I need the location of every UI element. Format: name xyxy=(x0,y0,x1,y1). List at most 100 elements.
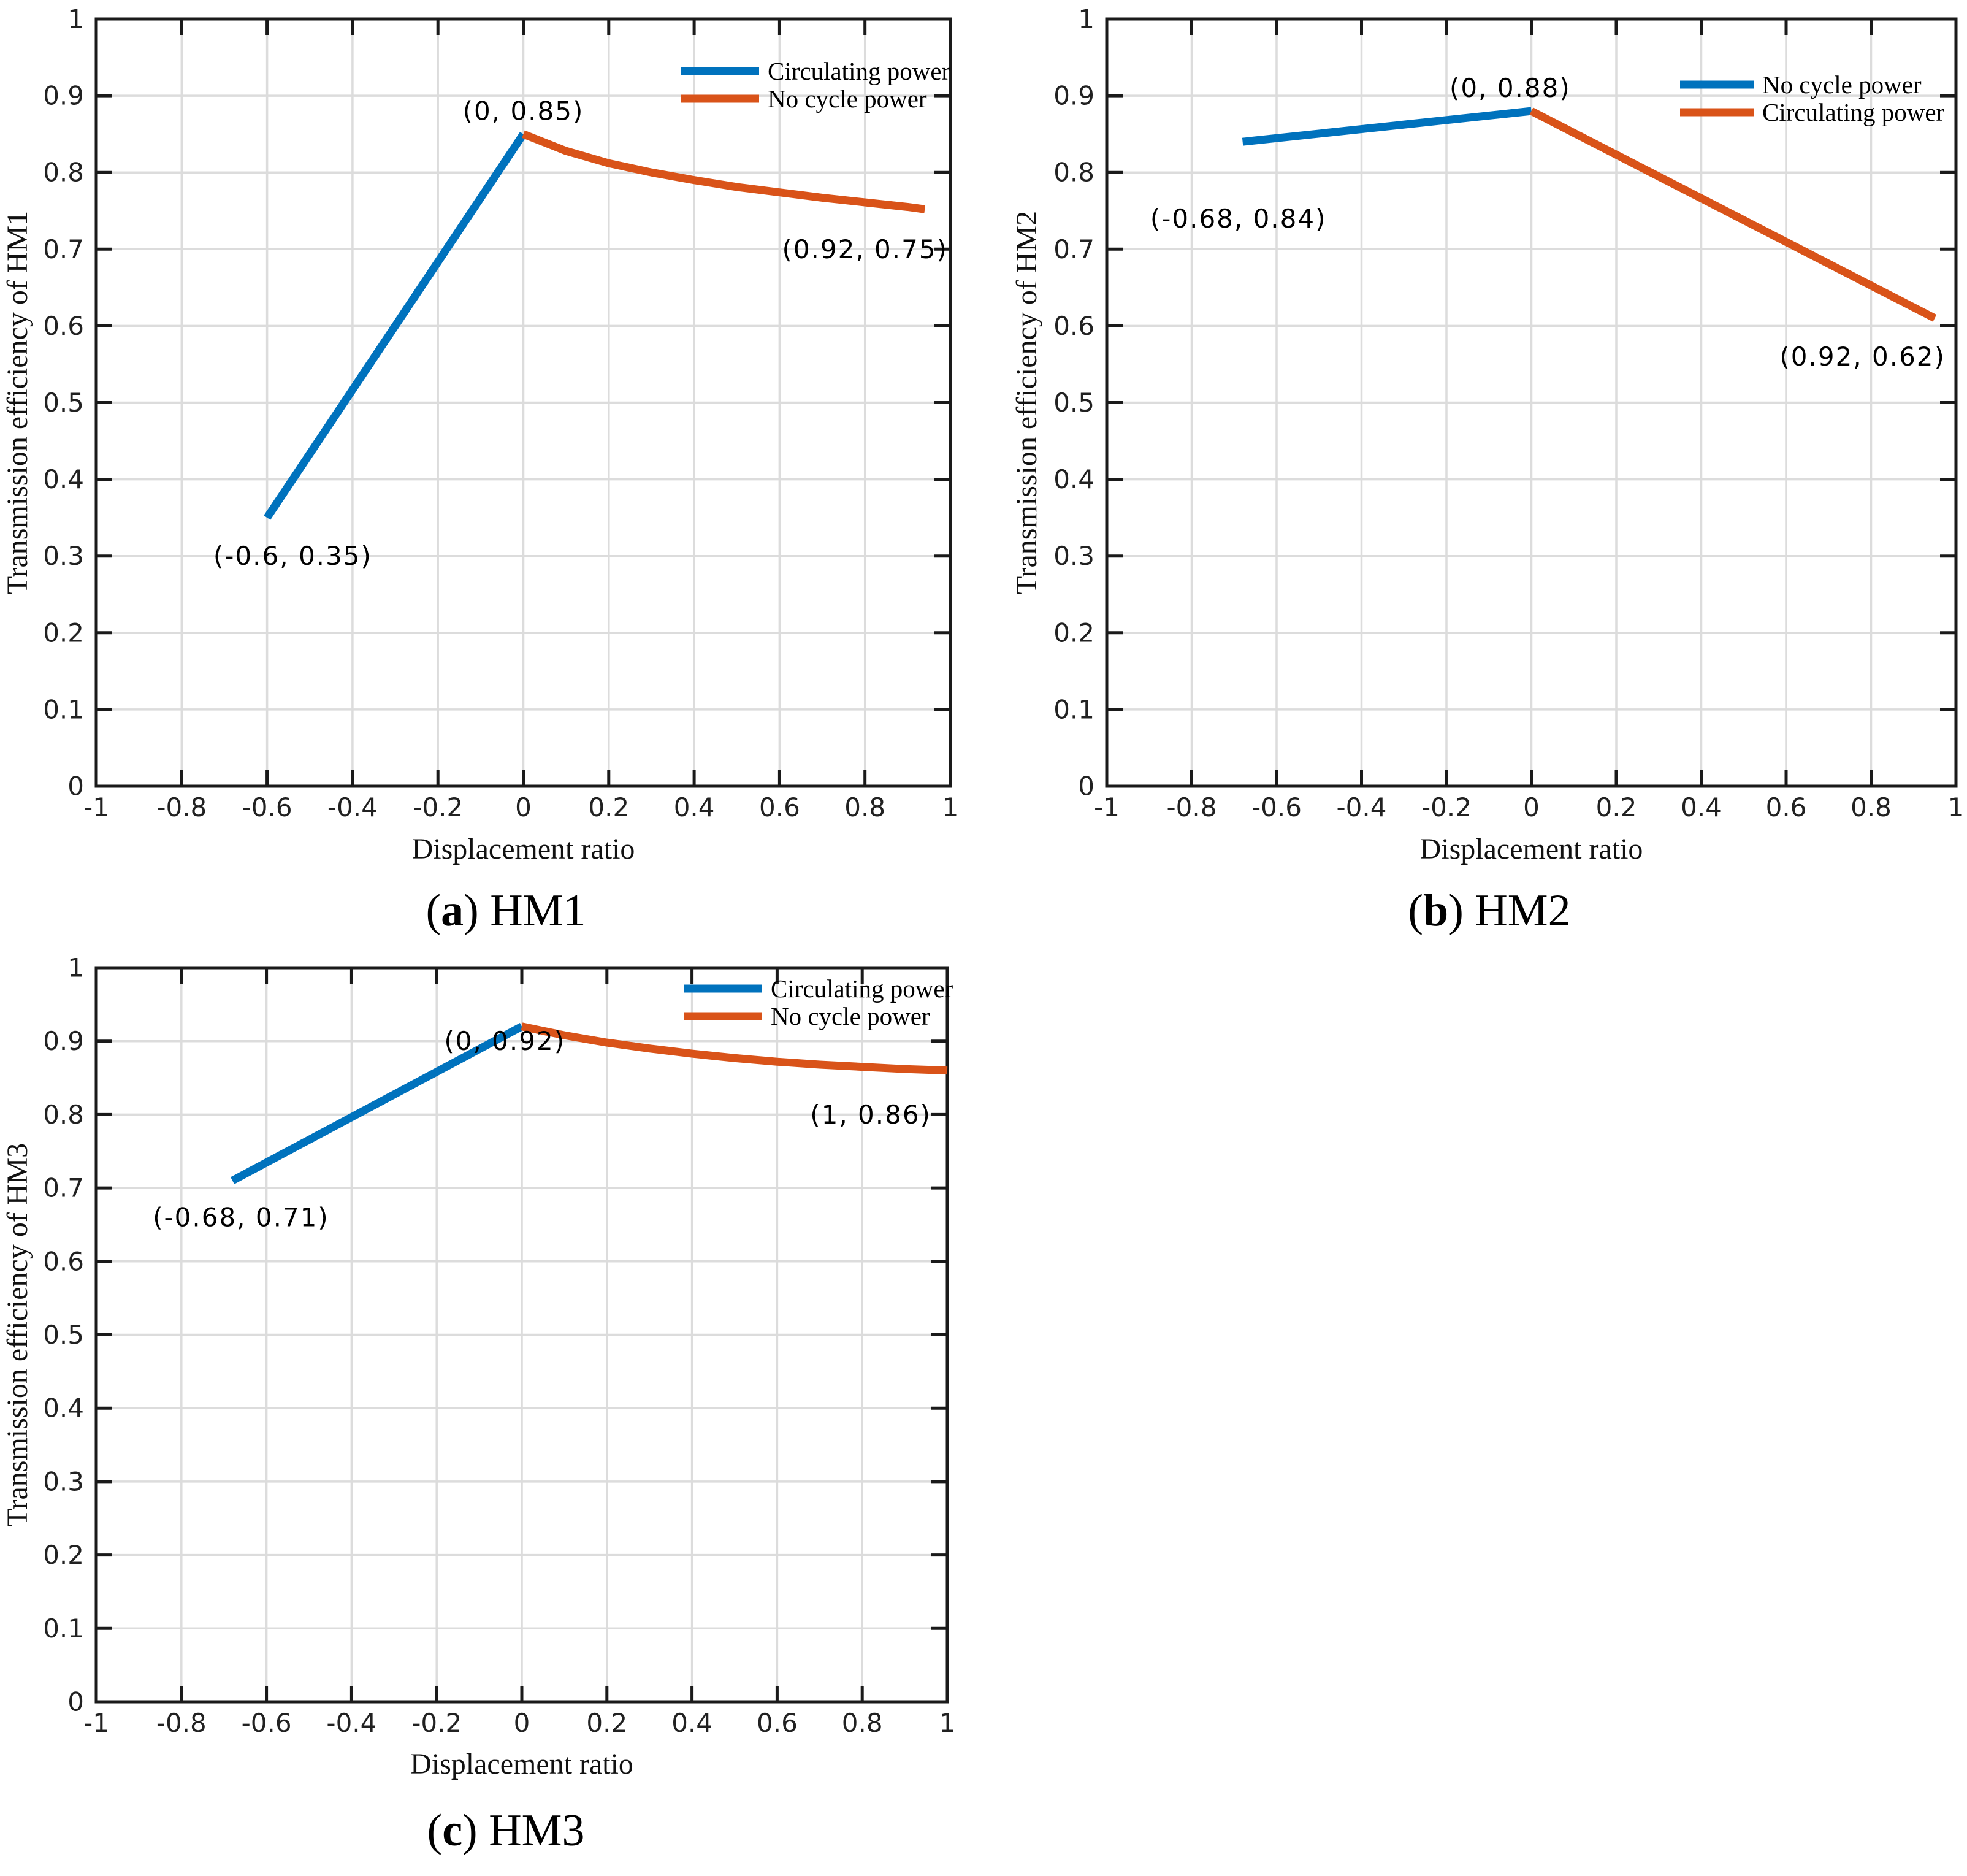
y-tick-label: 1 xyxy=(67,4,84,34)
y-tick-label: 0.3 xyxy=(43,1466,84,1496)
point-annotation: (0.92, 0.62) xyxy=(1779,342,1946,372)
y-tick-label: 0.5 xyxy=(1053,388,1094,418)
legend-label: Circulating power xyxy=(768,57,950,85)
y-tick-label: 1 xyxy=(67,953,84,983)
x-tick-label: -0.2 xyxy=(1421,792,1472,822)
x-tick-label: -1 xyxy=(83,792,109,822)
x-tick-label: 0.6 xyxy=(1766,792,1807,822)
caption-hm1: a HM1 xyxy=(0,886,1012,936)
chart-hm2: -1 -0.8 -0.6 -0.4 -0.2 0 0.2 0.4 0.6 0.8 1 0 0.1 0.2 0… xyxy=(1010,4,1965,866)
x-tick-label: -0.6 xyxy=(242,792,292,822)
x-tick-label: -0.8 xyxy=(1167,792,1217,822)
x-axis-label: Displacement ratio xyxy=(1420,833,1643,865)
point-annotation: (-0.68, 0.71) xyxy=(153,1202,329,1232)
x-tick-label: 0.8 xyxy=(842,1708,883,1738)
x-tick-label: 0.4 xyxy=(674,792,715,822)
series-line-circulating-power xyxy=(264,132,527,520)
x-axis-label: Displacement ratio xyxy=(412,833,635,865)
y-tick-label: 0.3 xyxy=(1053,541,1094,571)
point-annotation: (0, 0.85) xyxy=(463,96,584,126)
point-annotation: (0, 0.88) xyxy=(1449,73,1571,103)
y-tick-label: 0.2 xyxy=(43,618,84,648)
legend-label: Circulating power xyxy=(1762,98,1945,126)
y-tick-label: 0.8 xyxy=(43,1100,84,1130)
y-axis-label: Transmission efficiency of HM3 xyxy=(1,1143,34,1526)
point-annotation: (-0.6, 0.35) xyxy=(213,541,372,571)
legend-label: No cycle power xyxy=(771,1002,930,1030)
y-tick-label: 0.1 xyxy=(1053,694,1094,724)
x-tick-label: 0 xyxy=(514,1708,530,1738)
y-axis-label: Transmission efficiency of HM2 xyxy=(1010,211,1043,594)
x-tick-label: -0.6 xyxy=(242,1708,292,1738)
y-tick-label: 0.9 xyxy=(1053,81,1094,111)
y-tick-label: 0.9 xyxy=(43,1026,84,1056)
y-tick-label: 0.1 xyxy=(43,694,84,724)
series-line-no-cycle-power xyxy=(522,130,926,213)
y-tick-label: 0.6 xyxy=(1053,311,1094,341)
y-tick-label: 0.9 xyxy=(43,81,84,111)
y-tick-label: 0.4 xyxy=(1053,464,1094,494)
y-tick-label: 0 xyxy=(67,1687,84,1717)
chart-hm1: -1 -0.8 -0.6 -0.4 -0.2 0 0.2 0.4 0.6 0.8 1 0 0.1 0.2 0… xyxy=(1,4,959,866)
x-tick-label: 0.8 xyxy=(1851,792,1892,822)
caption-hm3: c HM3 xyxy=(0,1805,1012,1856)
x-tick-label: -1 xyxy=(83,1708,109,1738)
caption-label: HM2 xyxy=(1475,886,1571,936)
x-tick-label: 1 xyxy=(1948,792,1965,822)
x-tick-label: 1 xyxy=(942,792,959,822)
y-tick-label: 0.4 xyxy=(43,1393,84,1423)
caption-label: HM1 xyxy=(490,886,586,936)
y-tick-label: 0.4 xyxy=(43,464,84,494)
y-tick-label: 0.7 xyxy=(1053,234,1094,264)
y-tick-label: 0.3 xyxy=(43,541,84,571)
series-line-no-cycle-power xyxy=(1242,107,1532,146)
x-tick-label: 0.2 xyxy=(1596,792,1637,822)
caption-label: HM3 xyxy=(489,1805,585,1856)
x-tick-label: -0.2 xyxy=(413,792,463,822)
series-line-no-cycle-power xyxy=(521,1022,948,1075)
point-annotation: (1, 0.86) xyxy=(810,1100,931,1130)
legend-label: Circulating power xyxy=(771,974,953,1003)
caption-letter: b xyxy=(1408,886,1475,936)
chart-hm3: -1 -0.8 -0.6 -0.4 -0.2 0 0.2 0.4 0.6 0.8 1 0 0.1 0.2 0… xyxy=(1,953,956,1781)
x-tick-label: -0.8 xyxy=(156,792,207,822)
y-tick-label: 0.2 xyxy=(1053,618,1094,648)
y-tick-label: 0 xyxy=(1078,771,1094,802)
caption-letter-text: c xyxy=(442,1805,463,1856)
y-tick-label: 0.7 xyxy=(43,1173,84,1203)
x-tick-label: 0.2 xyxy=(586,1708,627,1738)
y-tick-label: 0.7 xyxy=(43,234,84,264)
y-tick-label: 1 xyxy=(1078,4,1094,34)
x-tick-label: -0.4 xyxy=(327,792,378,822)
y-tick-label: 0 xyxy=(67,771,84,802)
x-axis-label: Displacement ratio xyxy=(410,1748,633,1780)
point-annotation: (0, 0.92) xyxy=(444,1026,565,1056)
x-tick-label: 0.6 xyxy=(759,792,800,822)
x-tick-label: -0.8 xyxy=(156,1708,207,1738)
y-axis-label: Transmission efficiency of HM1 xyxy=(1,211,34,594)
x-tick-label: 0.6 xyxy=(757,1708,798,1738)
point-annotation: (-0.68, 0.84) xyxy=(1150,204,1327,234)
y-tick-label: 0.8 xyxy=(1053,158,1094,188)
y-tick-label: 0.5 xyxy=(43,388,84,418)
y-tick-label: 0.1 xyxy=(43,1614,84,1644)
x-tick-label: -0.2 xyxy=(411,1708,462,1738)
y-tick-label: 0.5 xyxy=(43,1320,84,1350)
x-tick-label: 0.8 xyxy=(844,792,885,822)
x-tick-label: 1 xyxy=(939,1708,956,1738)
legend-label: No cycle power xyxy=(768,85,927,113)
y-tick-label: 0.2 xyxy=(43,1540,84,1570)
legend-label: No cycle power xyxy=(1762,71,1922,99)
x-tick-label: -0.6 xyxy=(1251,792,1302,822)
caption-hm2: b HM2 xyxy=(1012,886,1967,936)
x-tick-label: -0.4 xyxy=(326,1708,376,1738)
x-tick-label: -1 xyxy=(1094,792,1120,822)
series-line-circulating-power xyxy=(231,1023,524,1184)
y-tick-label: 0.8 xyxy=(43,158,84,188)
caption-letter: c xyxy=(427,1805,489,1856)
caption-letter-text: a xyxy=(441,886,464,936)
y-tick-label: 0.6 xyxy=(43,1246,84,1276)
x-tick-label: 0 xyxy=(515,792,532,822)
x-tick-label: 0 xyxy=(1523,792,1540,822)
